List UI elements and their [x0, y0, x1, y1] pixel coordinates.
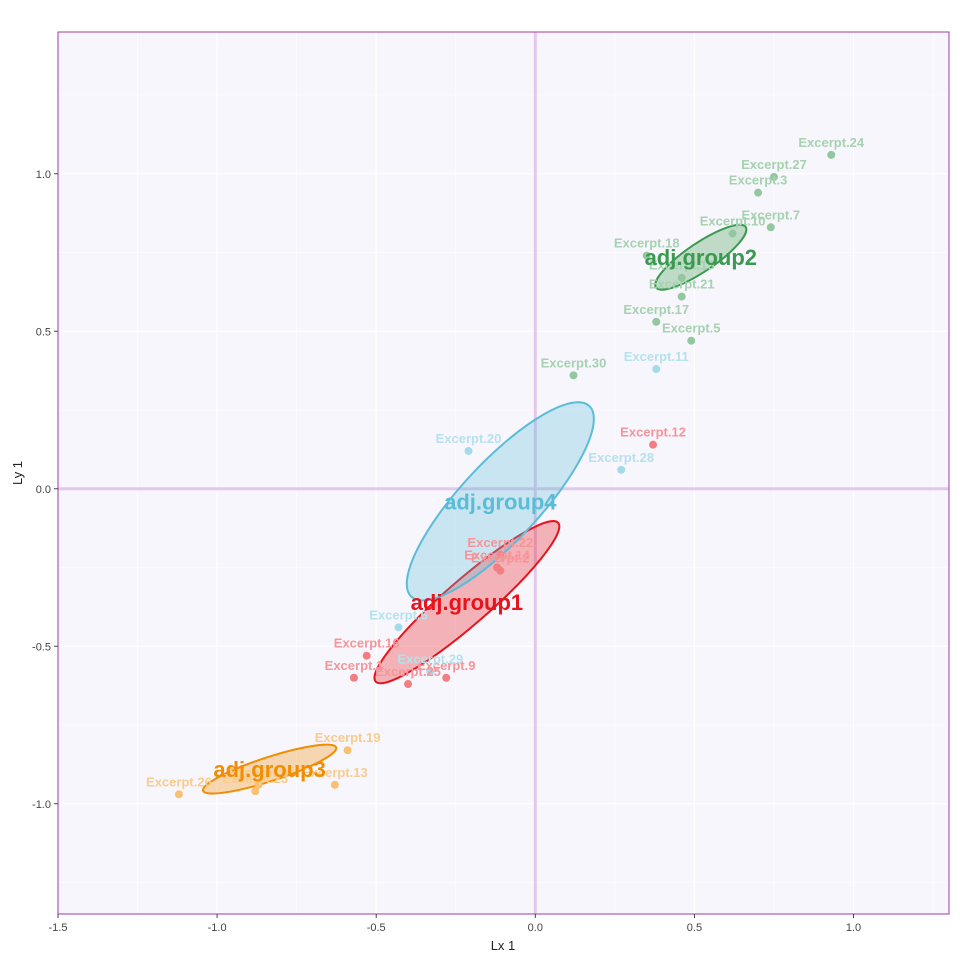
x-tick-label: 1.0 [846, 922, 861, 934]
data-point-label: Excerpt.24 [798, 135, 865, 150]
adj.group3-label: adj.group3 [213, 757, 325, 782]
data-point-label: Excerpt.28 [588, 450, 654, 465]
data-point [394, 623, 403, 632]
data-point-label: Excerpt.9 [417, 658, 476, 673]
data-point-label: Excerpt.13 [302, 765, 368, 780]
y-axis: -1.0 -0.5 0.0 0.5 1.0 [32, 169, 58, 811]
data-point-label: Excerpt.22 [467, 535, 533, 550]
data-point [343, 746, 352, 755]
data-point-label: Excerpt.3 [729, 173, 788, 188]
data-point [642, 251, 651, 260]
data-point-label: Excerpt.17 [623, 302, 689, 317]
x-tick-label: 0.5 [687, 922, 702, 934]
data-point-label: Excerpt.2 [471, 551, 530, 566]
data-point [769, 172, 778, 181]
data-point-label: Excerpt.8 [229, 765, 288, 780]
data-point-label: Excerpt.12 [620, 425, 686, 440]
data-point-label: Excerpt.11 [624, 349, 689, 364]
plot-frame [57, 31, 950, 915]
data-point-label: Excerpt.21 [649, 277, 715, 292]
data-point [617, 465, 626, 474]
data-point [174, 790, 183, 799]
adj.group2-ellipse [654, 223, 748, 291]
data-point [464, 446, 473, 455]
data-point-label: Excerpt.26 [146, 774, 212, 789]
data-point [251, 787, 260, 796]
y-tick-label: -1.0 [32, 799, 51, 811]
data-point [349, 673, 358, 682]
reference-lines [58, 32, 949, 914]
x-tick-label: 0.0 [528, 922, 543, 934]
data-point [404, 680, 413, 689]
data-point [496, 566, 505, 575]
data-point-label: Excerpt.1 [325, 658, 384, 673]
data-point [442, 673, 451, 682]
points [174, 150, 836, 799]
data-point [677, 273, 686, 282]
data-point [569, 371, 578, 380]
adj.group2-label: adj.group2 [645, 245, 757, 270]
adj.group4-ellipse [405, 401, 595, 602]
y-axis-title: Ly 1 [10, 461, 25, 485]
data-point [649, 440, 658, 449]
data-point-label: Excerpt.6 [369, 607, 428, 622]
plot-panel [58, 32, 949, 914]
data-point-label: Excerpt.30 [541, 355, 607, 370]
data-point-label: Excerpt.20 [436, 431, 502, 446]
data-point-label: Excerpt.16 [334, 636, 400, 651]
data-point [827, 150, 836, 159]
x-tick-label: -1.0 [208, 922, 227, 934]
data-point-label: Excerpt.18 [614, 236, 680, 251]
data-point [652, 365, 661, 374]
adj.group3-ellipse [201, 743, 338, 795]
data-point [330, 780, 339, 789]
data-point-label: Excerpt.27 [741, 157, 807, 172]
adj.group1-ellipse [373, 520, 561, 685]
data-point-label: Excerpt.25 [375, 664, 441, 679]
data-point [677, 292, 686, 301]
adj.group1-label: adj.group1 [411, 590, 523, 615]
data-point [652, 317, 661, 326]
data-point [754, 188, 763, 197]
data-point-label: Excerpt.19 [315, 730, 381, 745]
data-point-label: Excerpt.7 [742, 207, 801, 222]
data-point [426, 667, 435, 676]
x-tick-label: -1.5 [49, 922, 68, 934]
data-point-label: Excerpt.29 [397, 651, 463, 666]
group-labels: adj.group1 adj.group2 adj.group3 adj.group4 [213, 245, 757, 782]
y-tick-label: 0.5 [36, 326, 51, 338]
data-point [362, 651, 371, 660]
data-point-label: Excerpt.10 [700, 214, 766, 229]
x-tick-label: -0.5 [367, 922, 386, 934]
data-point-label: Excerpt.5 [662, 321, 721, 336]
data-point-label: Excerpt.23 [222, 771, 288, 786]
y-tick-label: -0.5 [32, 641, 51, 653]
data-point [496, 550, 505, 559]
data-point-label: Excerpt.15 [649, 258, 715, 273]
grid-lines [57, 32, 949, 914]
data-point [254, 780, 263, 789]
x-axis-title: Lx 1 [491, 938, 516, 953]
data-point [766, 223, 775, 232]
y-tick-label: 0.0 [36, 484, 51, 496]
x-axis: -1.5 -1.0 -0.5 0.0 0.5 1.0 [49, 914, 861, 934]
y-tick-label: 1.0 [36, 169, 51, 181]
data-point [687, 336, 696, 345]
data-point [728, 229, 737, 238]
ellipses [201, 223, 748, 795]
adj.group4-label: adj.group4 [444, 489, 557, 514]
data-point-label: Excerpt.14 [464, 548, 531, 563]
